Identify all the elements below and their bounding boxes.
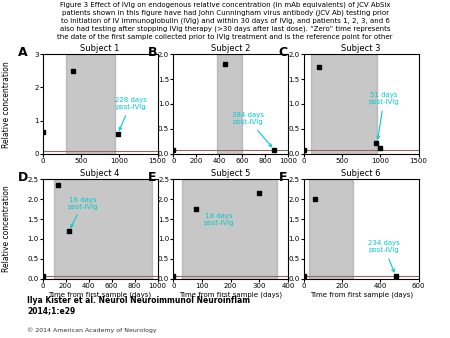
Text: 234 days
post-IVIg: 234 days post-IVIg bbox=[368, 240, 400, 272]
Text: E: E bbox=[148, 171, 157, 184]
Text: B: B bbox=[148, 46, 158, 59]
Bar bbox=[217, 54, 242, 154]
Text: © 2014 American Academy of Neurology: © 2014 American Academy of Neurology bbox=[27, 327, 157, 333]
Text: 384 days
post-IVIg: 384 days post-IVIg bbox=[232, 113, 272, 147]
Title: Subject 4: Subject 4 bbox=[81, 169, 120, 178]
Bar bbox=[66, 54, 115, 154]
Text: F: F bbox=[279, 171, 287, 184]
Text: 51 days
post-IVIg: 51 days post-IVIg bbox=[369, 93, 400, 139]
Text: Relative concentration: Relative concentration bbox=[2, 185, 11, 271]
Text: Figure 3 Effect of IVIg on endogenous relative concentration (in mAb equivalents: Figure 3 Effect of IVIg on endogenous re… bbox=[57, 2, 393, 40]
Text: 16 days
post-IVIg: 16 days post-IVIg bbox=[68, 197, 98, 227]
Title: Subject 5: Subject 5 bbox=[211, 169, 250, 178]
Bar bbox=[54, 179, 152, 279]
Title: Subject 6: Subject 6 bbox=[342, 169, 381, 178]
X-axis label: Time from first sample (days): Time from first sample (days) bbox=[179, 292, 282, 298]
Text: C: C bbox=[279, 46, 288, 59]
Text: 18 days
post-IVIg: 18 days post-IVIg bbox=[204, 213, 234, 225]
Bar bbox=[182, 179, 276, 279]
Text: Relative concentration: Relative concentration bbox=[2, 62, 11, 148]
Text: D: D bbox=[18, 171, 28, 184]
Text: Ilya Kister et al. Neurol Neuroimmunol Neuroinflam
2014;1:e29: Ilya Kister et al. Neurol Neuroimmunol N… bbox=[27, 296, 250, 315]
Title: Subject 1: Subject 1 bbox=[81, 44, 120, 53]
X-axis label: Time from first sample (days): Time from first sample (days) bbox=[310, 292, 413, 298]
X-axis label: Time from first sample (days): Time from first sample (days) bbox=[49, 292, 152, 298]
Title: Subject 3: Subject 3 bbox=[342, 44, 381, 53]
Bar bbox=[310, 179, 354, 279]
Title: Subject 2: Subject 2 bbox=[211, 44, 250, 53]
Text: A: A bbox=[18, 46, 27, 59]
Text: 228 days
post-IVIg: 228 days post-IVIg bbox=[115, 97, 147, 130]
Bar bbox=[311, 54, 377, 154]
